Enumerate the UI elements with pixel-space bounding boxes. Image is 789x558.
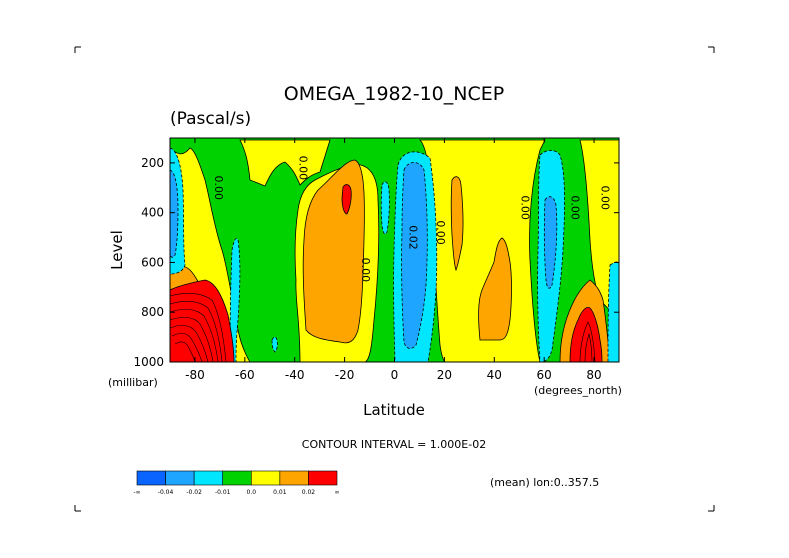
dense-contours (170, 293, 596, 362)
colorbar-label: -∞ (133, 489, 140, 496)
x-axis-title: Latitude (363, 401, 425, 419)
x-tick-label: 20 (437, 368, 452, 382)
y-tick-label: 600 (141, 255, 164, 269)
colorbar-swatch (222, 470, 252, 486)
x-tick-label: -20 (335, 368, 355, 382)
x-unit-label: (degrees_north) (534, 384, 622, 397)
contour-label: 0.00 (297, 156, 310, 181)
colorbar-label: 0.01 (273, 489, 287, 496)
contour-label: 0.02 (406, 225, 419, 250)
plot-area: -80 -60 -40 -20 0 20 40 60 80 200 400 600 800 1000 0… (133, 137, 620, 382)
colorbar-label: ∞ (335, 489, 340, 496)
colorbar-label: -0.02 (186, 489, 202, 496)
mean-text: (mean) lon:0..357.5 (490, 476, 599, 489)
colorbar-label: 0.02 (302, 489, 316, 496)
colorbar-label: -0.04 (158, 489, 174, 496)
contour-label: 0.00 (599, 185, 612, 210)
red-regions (170, 184, 603, 362)
y-tick-label: 200 (141, 156, 164, 170)
colorbar-swatch (136, 470, 166, 486)
contour-label: 0.00 (519, 195, 532, 220)
y-axis-title: Level (108, 230, 126, 270)
blue-regions (170, 162, 558, 349)
x-tick-label: -80 (185, 368, 205, 382)
contour-label: 0.00 (434, 220, 447, 245)
x-axis: -80 -60 -40 -20 0 20 40 60 80 (185, 138, 602, 382)
chart-title: OMEGA_1982-10_NCEP (284, 83, 504, 105)
y-unit-label: (millibar) (108, 376, 158, 389)
colorbar-swatch (308, 470, 338, 486)
colorbar-swatch (165, 470, 195, 486)
y-tick-label: 1000 (133, 355, 164, 369)
units-label: (Pascal/s) (170, 109, 251, 129)
crop-marks (74, 46, 715, 512)
x-tick-label: 40 (487, 368, 502, 382)
y-axis: 200 400 600 800 1000 (133, 156, 619, 369)
colorbar-label: -0.01 (215, 489, 231, 496)
contour-labels: 0.00 0.00 0.00 0.02 0.00 0.00 0.00 0.00 (212, 156, 612, 283)
y-tick-label: 400 (141, 206, 164, 220)
x-tick-label: -60 (235, 368, 255, 382)
contour-interval-text: CONTOUR INTERVAL = 1.000E-02 (302, 438, 486, 451)
x-tick-label: -40 (285, 368, 305, 382)
contour-label: 0.00 (212, 176, 225, 201)
y-tick-label: 800 (141, 305, 164, 319)
x-tick-label: 80 (586, 368, 601, 382)
colorbar-swatch (193, 470, 224, 486)
colorbar-swatch (250, 470, 281, 486)
contour-label: 0.00 (359, 258, 372, 283)
colorbar-swatch (279, 470, 309, 486)
colorbar: -∞ -0.04 -0.02 -0.01 0.0 0.01 0.02 ∞ (133, 470, 340, 496)
colorbar-label: 0.0 (247, 489, 257, 496)
x-tick-label: 0 (391, 368, 399, 382)
x-tick-label: 60 (537, 368, 552, 382)
contour-label: 0.00 (569, 195, 582, 220)
